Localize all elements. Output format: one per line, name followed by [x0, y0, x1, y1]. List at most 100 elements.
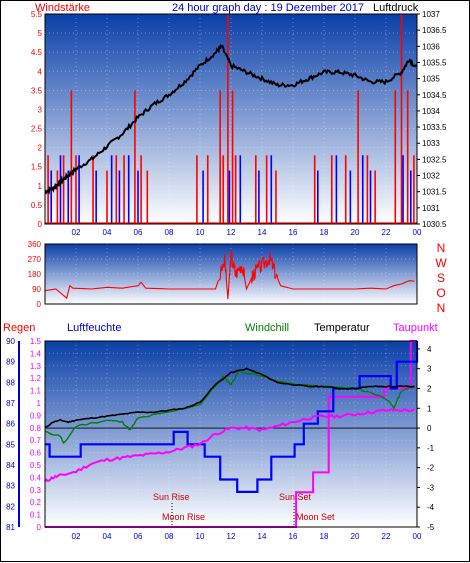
- time-tick-label: 22: [382, 228, 391, 237]
- time-tick-label: 04: [103, 228, 112, 237]
- humidity-tick-label: 81: [6, 523, 15, 532]
- time-tick-label: 14: [258, 532, 267, 541]
- time-tick-label: 22: [382, 532, 391, 541]
- wind-direction-line: [44, 249, 415, 300]
- wind-tick-label: 0.5: [31, 201, 43, 210]
- time-tick-label: 20: [351, 228, 360, 237]
- wind-bars: [45, 14, 417, 224]
- dewpoint-series-line: [44, 407, 415, 482]
- legend-windchill: Windchill: [245, 322, 289, 334]
- legend-luftfeuchte: Luftfeuchte: [67, 322, 121, 334]
- rain-tick-label: 1.2: [30, 374, 42, 383]
- pressure-line: [44, 44, 418, 195]
- pressure-tick-label: 1032: [422, 172, 440, 181]
- temperature-tick-label: -2: [427, 464, 435, 473]
- time-tick-label: 16: [289, 532, 298, 541]
- direction-tick-label: 90: [32, 285, 41, 294]
- time-tick-label: 12: [227, 532, 236, 541]
- pressure-tick-label: 1035: [422, 75, 440, 84]
- direction-tick-label: 0: [37, 300, 42, 309]
- pressure-tick-label: 1034: [422, 107, 440, 116]
- humidity-tick-label: 85: [6, 440, 15, 449]
- pressure-title: Luftdruck: [373, 2, 419, 14]
- wind-tick-label: 2.5: [31, 125, 43, 134]
- wind-direction-border: [44, 243, 418, 305]
- time-tick-label: 18: [320, 228, 329, 237]
- time-tick-label: 18: [320, 532, 329, 541]
- pressure-series-line: [44, 44, 418, 195]
- humidity-tick-label: 88: [6, 378, 15, 387]
- time-tick-label: 10: [196, 532, 205, 541]
- pressure-tick-label: 1032.5: [422, 155, 447, 164]
- rain-tick-label: 0.8: [30, 424, 42, 433]
- temperature-tick-label: 3: [427, 365, 432, 374]
- direction-tick-label: 360: [28, 240, 42, 249]
- sun-set-label: Sun Set: [279, 492, 312, 502]
- temperature-tick-label: -1: [427, 444, 435, 453]
- wind-pressure-border: [44, 13, 418, 225]
- moon-rise-label: Moon Rise: [162, 512, 205, 522]
- direction-tick-label: 270: [28, 255, 42, 264]
- humidity-tick-label: 82: [6, 502, 15, 511]
- pressure-tick-label: 1035.5: [422, 58, 447, 67]
- time-tick-label: 06: [134, 228, 143, 237]
- sun-rise-label: Sun Rise: [153, 492, 190, 502]
- wind-tick-label: 3.5: [31, 86, 43, 95]
- rain-tick-label: 1.5: [30, 337, 42, 346]
- rain-tick-label: 0.1: [30, 511, 42, 520]
- rain-tick-label: 0.9: [30, 411, 42, 420]
- pressure-tick-label: 1030.5: [422, 220, 447, 229]
- temp-humidity-axes: 81 82 83 84 85 86 87 88 89 90 0 0.1 0.2 0.3 0.4 0.5 0.6 0…: [6, 337, 435, 541]
- humidity-tick-label: 89: [6, 358, 15, 367]
- humidity-tick-label: 86: [6, 420, 15, 429]
- legend-temperatur: Temperatur: [314, 322, 370, 334]
- rain-tick-label: 0.4: [30, 473, 42, 482]
- rain-tick-label: 1: [37, 399, 42, 408]
- temp-humidity-lines: [44, 340, 419, 528]
- time-tick-label: 12: [227, 228, 236, 237]
- rain-tick-label: 0: [37, 523, 42, 532]
- temp-humidity-grid: [45, 340, 418, 528]
- time-tick-label: 02: [72, 228, 81, 237]
- rain-tick-label: 1.1: [30, 387, 42, 396]
- pressure-tick-label: 1031: [422, 204, 440, 213]
- compass-label: N: [437, 241, 446, 255]
- time-tick-label: 00: [413, 228, 422, 237]
- legend-taupunkt: Taupunkt: [393, 322, 438, 334]
- wind-pressure-axes: 0 0.5 1 1.5 2 2.5 3 3.5 4 4.5 5 5.5 1030.5 1031 1031.5…: [31, 10, 447, 237]
- time-tick-label: 02: [72, 532, 81, 541]
- wind-tick-label: 2: [38, 144, 43, 153]
- pressure-tick-label: 1036: [422, 42, 440, 51]
- temperature-tick-label: -4: [427, 503, 435, 512]
- direction-tick-label: 180: [28, 270, 42, 279]
- time-tick-label: 04: [103, 532, 112, 541]
- temperature-series-line: [44, 367, 415, 429]
- pressure-tick-label: 1033: [422, 139, 440, 148]
- wind-tick-label: 0: [38, 220, 43, 229]
- humidity-series-line: [45, 341, 419, 493]
- wind-tick-label: 1: [38, 182, 43, 191]
- rain-tick-label: 0.5: [30, 461, 42, 470]
- rain-tick-label: 0.6: [30, 449, 42, 458]
- chart-title: 24 hour graph day : 19 Dezember 2017: [172, 2, 364, 14]
- humidity-tick-label: 83: [6, 482, 15, 491]
- humidity-tick-label: 90: [6, 337, 15, 346]
- wind-tick-label: 3: [38, 105, 43, 114]
- pressure-tick-label: 1033.5: [422, 123, 447, 132]
- rain-tick-label: 0.2: [30, 498, 42, 507]
- pressure-tick-label: 1037: [422, 10, 440, 19]
- wind-tick-label: 4: [38, 67, 43, 76]
- temperature-tick-label: 0: [427, 424, 432, 433]
- humidity-tick-label: 84: [6, 461, 15, 470]
- temperature-tick-label: 1: [427, 404, 432, 413]
- rain-tick-label: 0.3: [30, 486, 42, 495]
- wind-tick-label: 4.5: [31, 48, 43, 57]
- pressure-tick-label: 1031.5: [422, 188, 447, 197]
- wind-title: Windstärke: [35, 2, 90, 14]
- wind-pressure-grid: [45, 13, 418, 225]
- compass-label: W: [435, 256, 447, 270]
- compass-label: S: [437, 271, 445, 285]
